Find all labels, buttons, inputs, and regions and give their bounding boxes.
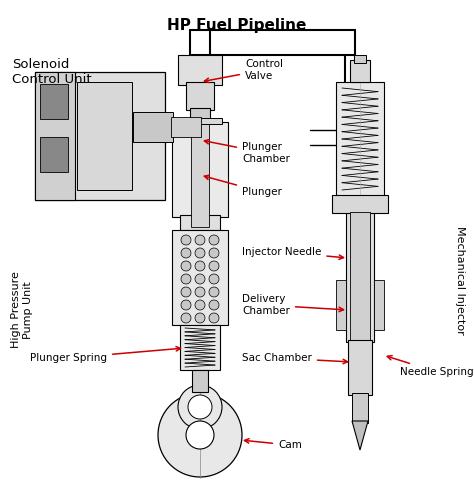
Bar [40, 84, 68, 119]
Bar [354, 55, 366, 63]
Bar [374, 280, 384, 330]
Circle shape [209, 287, 219, 297]
Text: Mechanical Injector: Mechanical Injector [455, 226, 465, 334]
Text: Control
Valve: Control Valve [204, 59, 283, 82]
Bar [35, 72, 165, 200]
Bar [350, 60, 370, 82]
Circle shape [195, 235, 205, 245]
Bar [336, 82, 384, 197]
Circle shape [181, 287, 191, 297]
Circle shape [181, 300, 191, 310]
Circle shape [195, 261, 205, 271]
Bar [348, 340, 372, 395]
Text: Cam: Cam [245, 439, 302, 450]
Bar [178, 55, 222, 85]
Bar [77, 82, 132, 190]
Bar [190, 108, 210, 123]
Text: HP Fuel Pipeline: HP Fuel Pipeline [167, 18, 307, 33]
Bar [180, 215, 220, 230]
Bar [172, 230, 228, 325]
Bar [35, 72, 75, 200]
Circle shape [188, 395, 212, 419]
Bar [180, 325, 220, 370]
Text: Sac Chamber: Sac Chamber [242, 353, 347, 364]
Bar [192, 370, 208, 392]
Bar [352, 393, 368, 423]
Circle shape [181, 274, 191, 284]
Bar [191, 122, 209, 227]
Circle shape [181, 261, 191, 271]
Circle shape [195, 248, 205, 258]
Bar [186, 82, 214, 110]
Bar [171, 117, 201, 137]
Circle shape [195, 287, 205, 297]
Circle shape [181, 235, 191, 245]
Bar [172, 122, 228, 217]
Bar [332, 195, 388, 213]
Circle shape [178, 385, 222, 429]
Text: Injector Needle: Injector Needle [242, 247, 344, 259]
Bar [178, 118, 222, 124]
Text: Plunger
Chamber: Plunger Chamber [204, 139, 290, 164]
Circle shape [181, 248, 191, 258]
Text: Plunger: Plunger [204, 175, 282, 197]
Circle shape [209, 274, 219, 284]
Circle shape [209, 248, 219, 258]
Text: High Pressure
Pump Unit: High Pressure Pump Unit [11, 272, 33, 348]
Text: Plunger Spring: Plunger Spring [30, 347, 181, 363]
Circle shape [186, 421, 214, 449]
Bar [133, 112, 173, 142]
Circle shape [195, 300, 205, 310]
Text: Needle Spring: Needle Spring [387, 356, 474, 377]
Text: Solenoid
Control Unit: Solenoid Control Unit [12, 58, 91, 86]
Circle shape [209, 313, 219, 323]
Circle shape [181, 313, 191, 323]
Circle shape [195, 274, 205, 284]
Circle shape [209, 235, 219, 245]
Bar [336, 280, 346, 330]
Circle shape [158, 393, 242, 477]
Bar [40, 137, 68, 172]
Polygon shape [352, 421, 368, 450]
Circle shape [209, 261, 219, 271]
Text: Delivery
Chamber: Delivery Chamber [242, 294, 344, 316]
Bar [346, 212, 374, 342]
Circle shape [195, 313, 205, 323]
Circle shape [209, 300, 219, 310]
Bar [350, 212, 370, 342]
